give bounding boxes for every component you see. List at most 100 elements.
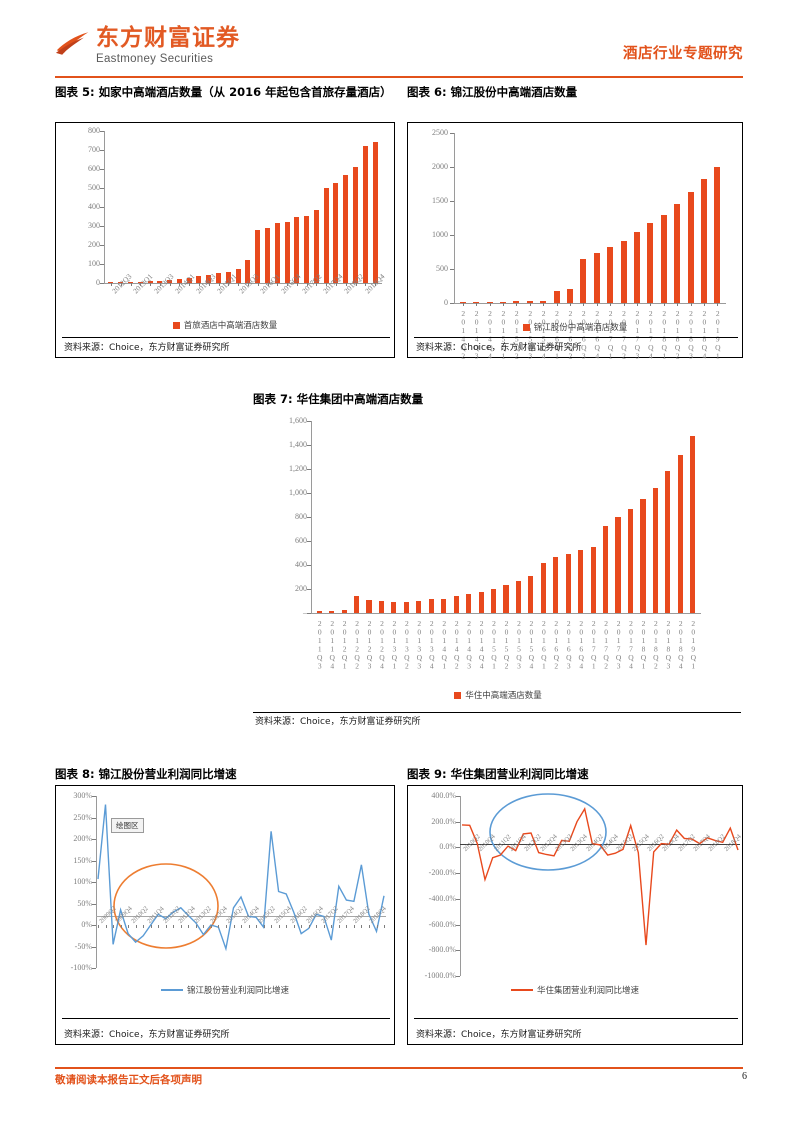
x-tick	[210, 925, 212, 928]
bar	[343, 174, 349, 283]
bar	[478, 592, 484, 613]
y-tick-label: 1000	[432, 230, 448, 239]
x-tick	[248, 925, 250, 928]
fig5-x-axis	[104, 283, 382, 284]
y-tick-label: 1,400	[289, 440, 307, 449]
x-tick	[623, 303, 625, 306]
y-tick	[100, 207, 104, 208]
x-tick	[375, 283, 377, 286]
bar	[677, 454, 683, 613]
x-tick	[462, 303, 464, 306]
x-tick	[326, 283, 328, 286]
bar	[316, 611, 322, 613]
figure-5-source: 资料来源：Choice，东方财富证券研究所	[64, 343, 230, 353]
y-tick-label: 1500	[432, 196, 448, 205]
x-tick-label: 2017Q2	[601, 619, 611, 670]
bar	[687, 191, 694, 303]
figure-8-source: 资料来源：Choice，东方财富证券研究所	[64, 1030, 230, 1040]
bar	[620, 241, 627, 303]
bar	[274, 223, 280, 284]
figure-6-source: 资料来源：Choice，东方财富证券研究所	[416, 343, 582, 353]
x-tick-label: 2015Q1	[489, 619, 499, 670]
bar	[294, 216, 300, 283]
x-tick	[690, 303, 692, 306]
fig8-line-plot	[97, 804, 385, 952]
fig9-legend: 华住集团营业利润同比增速	[408, 984, 742, 996]
x-tick	[677, 303, 679, 306]
x-tick-label: 2014Q3	[472, 309, 482, 360]
x-tick	[247, 283, 249, 286]
y-tick	[92, 882, 96, 883]
bar	[176, 279, 182, 283]
x-tick-label: 2012Q1	[340, 619, 350, 670]
company-logo: 东方财富证券 Eastmoney Securities	[55, 26, 240, 65]
x-tick	[703, 303, 705, 306]
y-tick	[456, 796, 460, 797]
fig9-legend-line	[510, 988, 533, 992]
y-tick	[456, 976, 460, 977]
fig8-zero-line	[96, 916, 386, 917]
x-tick	[650, 303, 652, 306]
bar	[714, 167, 721, 303]
x-tick-label: 2015Q4	[526, 619, 536, 670]
bar	[459, 302, 466, 303]
bar	[665, 470, 671, 613]
x-tick	[238, 283, 240, 286]
x-tick	[583, 303, 585, 306]
y-tick-label: 300	[88, 221, 100, 230]
bar	[660, 214, 667, 303]
bar	[566, 289, 573, 303]
y-tick	[456, 873, 460, 875]
fig5-source-divider	[62, 337, 390, 338]
y-tick	[100, 245, 104, 246]
figure-8-box: -100% -50% 0% 50% 100% 150% 200% 250% 300% 绘图区 2…	[55, 785, 395, 1045]
x-tick	[610, 303, 612, 306]
bar	[499, 301, 506, 303]
y-tick-label: -50%	[74, 941, 92, 951]
fig7-x-axis	[311, 613, 701, 614]
y-tick	[100, 131, 104, 132]
bar	[341, 610, 347, 613]
fig5-y-axis	[104, 131, 105, 283]
y-tick	[307, 421, 311, 422]
x-tick-label: 2015Q4	[539, 309, 549, 360]
y-tick-label: 1,200	[289, 464, 307, 473]
bar	[186, 277, 192, 283]
y-tick-label: 300%	[73, 791, 92, 800]
x-tick	[301, 925, 303, 928]
bar	[580, 258, 587, 303]
fig6-legend: 锦江股份中高端酒店数量	[408, 321, 742, 333]
y-tick-label: 2500	[432, 128, 448, 137]
x-tick	[293, 925, 295, 928]
y-tick	[307, 493, 311, 494]
y-tick-label: 800	[295, 512, 307, 521]
x-tick-label: 2012Q3	[365, 619, 374, 670]
x-tick-label: 2016Q3	[564, 619, 574, 670]
x-tick	[346, 925, 348, 928]
x-tick-label: 2018Q1	[639, 619, 648, 670]
y-tick	[307, 469, 311, 470]
fig8-source-divider	[62, 1018, 390, 1019]
x-tick	[502, 303, 504, 306]
x-tick	[278, 925, 280, 928]
bar	[391, 602, 397, 613]
x-tick	[130, 283, 132, 286]
x-tick-label: 2019Q1	[688, 619, 698, 670]
x-tick	[267, 283, 269, 286]
y-tick	[456, 950, 460, 952]
fig6-x-axis	[454, 303, 726, 304]
x-tick-label: 2016Q2	[551, 619, 561, 670]
x-tick	[489, 303, 491, 306]
x-tick-label: 2016Q1	[552, 309, 562, 360]
y-tick-label: 200	[88, 240, 100, 249]
x-tick-label: 2016Q3	[579, 309, 589, 360]
fig9-series-line	[461, 807, 739, 946]
logo-text-cn: 东方财富证券	[96, 25, 240, 51]
figure-8-title: 图表 8: 锦江股份营业利润同比增速	[55, 767, 237, 781]
y-tick	[100, 150, 104, 151]
x-tick	[316, 925, 318, 928]
x-tick	[323, 925, 325, 928]
x-tick-label: 2014Q4	[485, 309, 495, 360]
x-tick	[218, 283, 220, 286]
bar	[528, 576, 534, 613]
